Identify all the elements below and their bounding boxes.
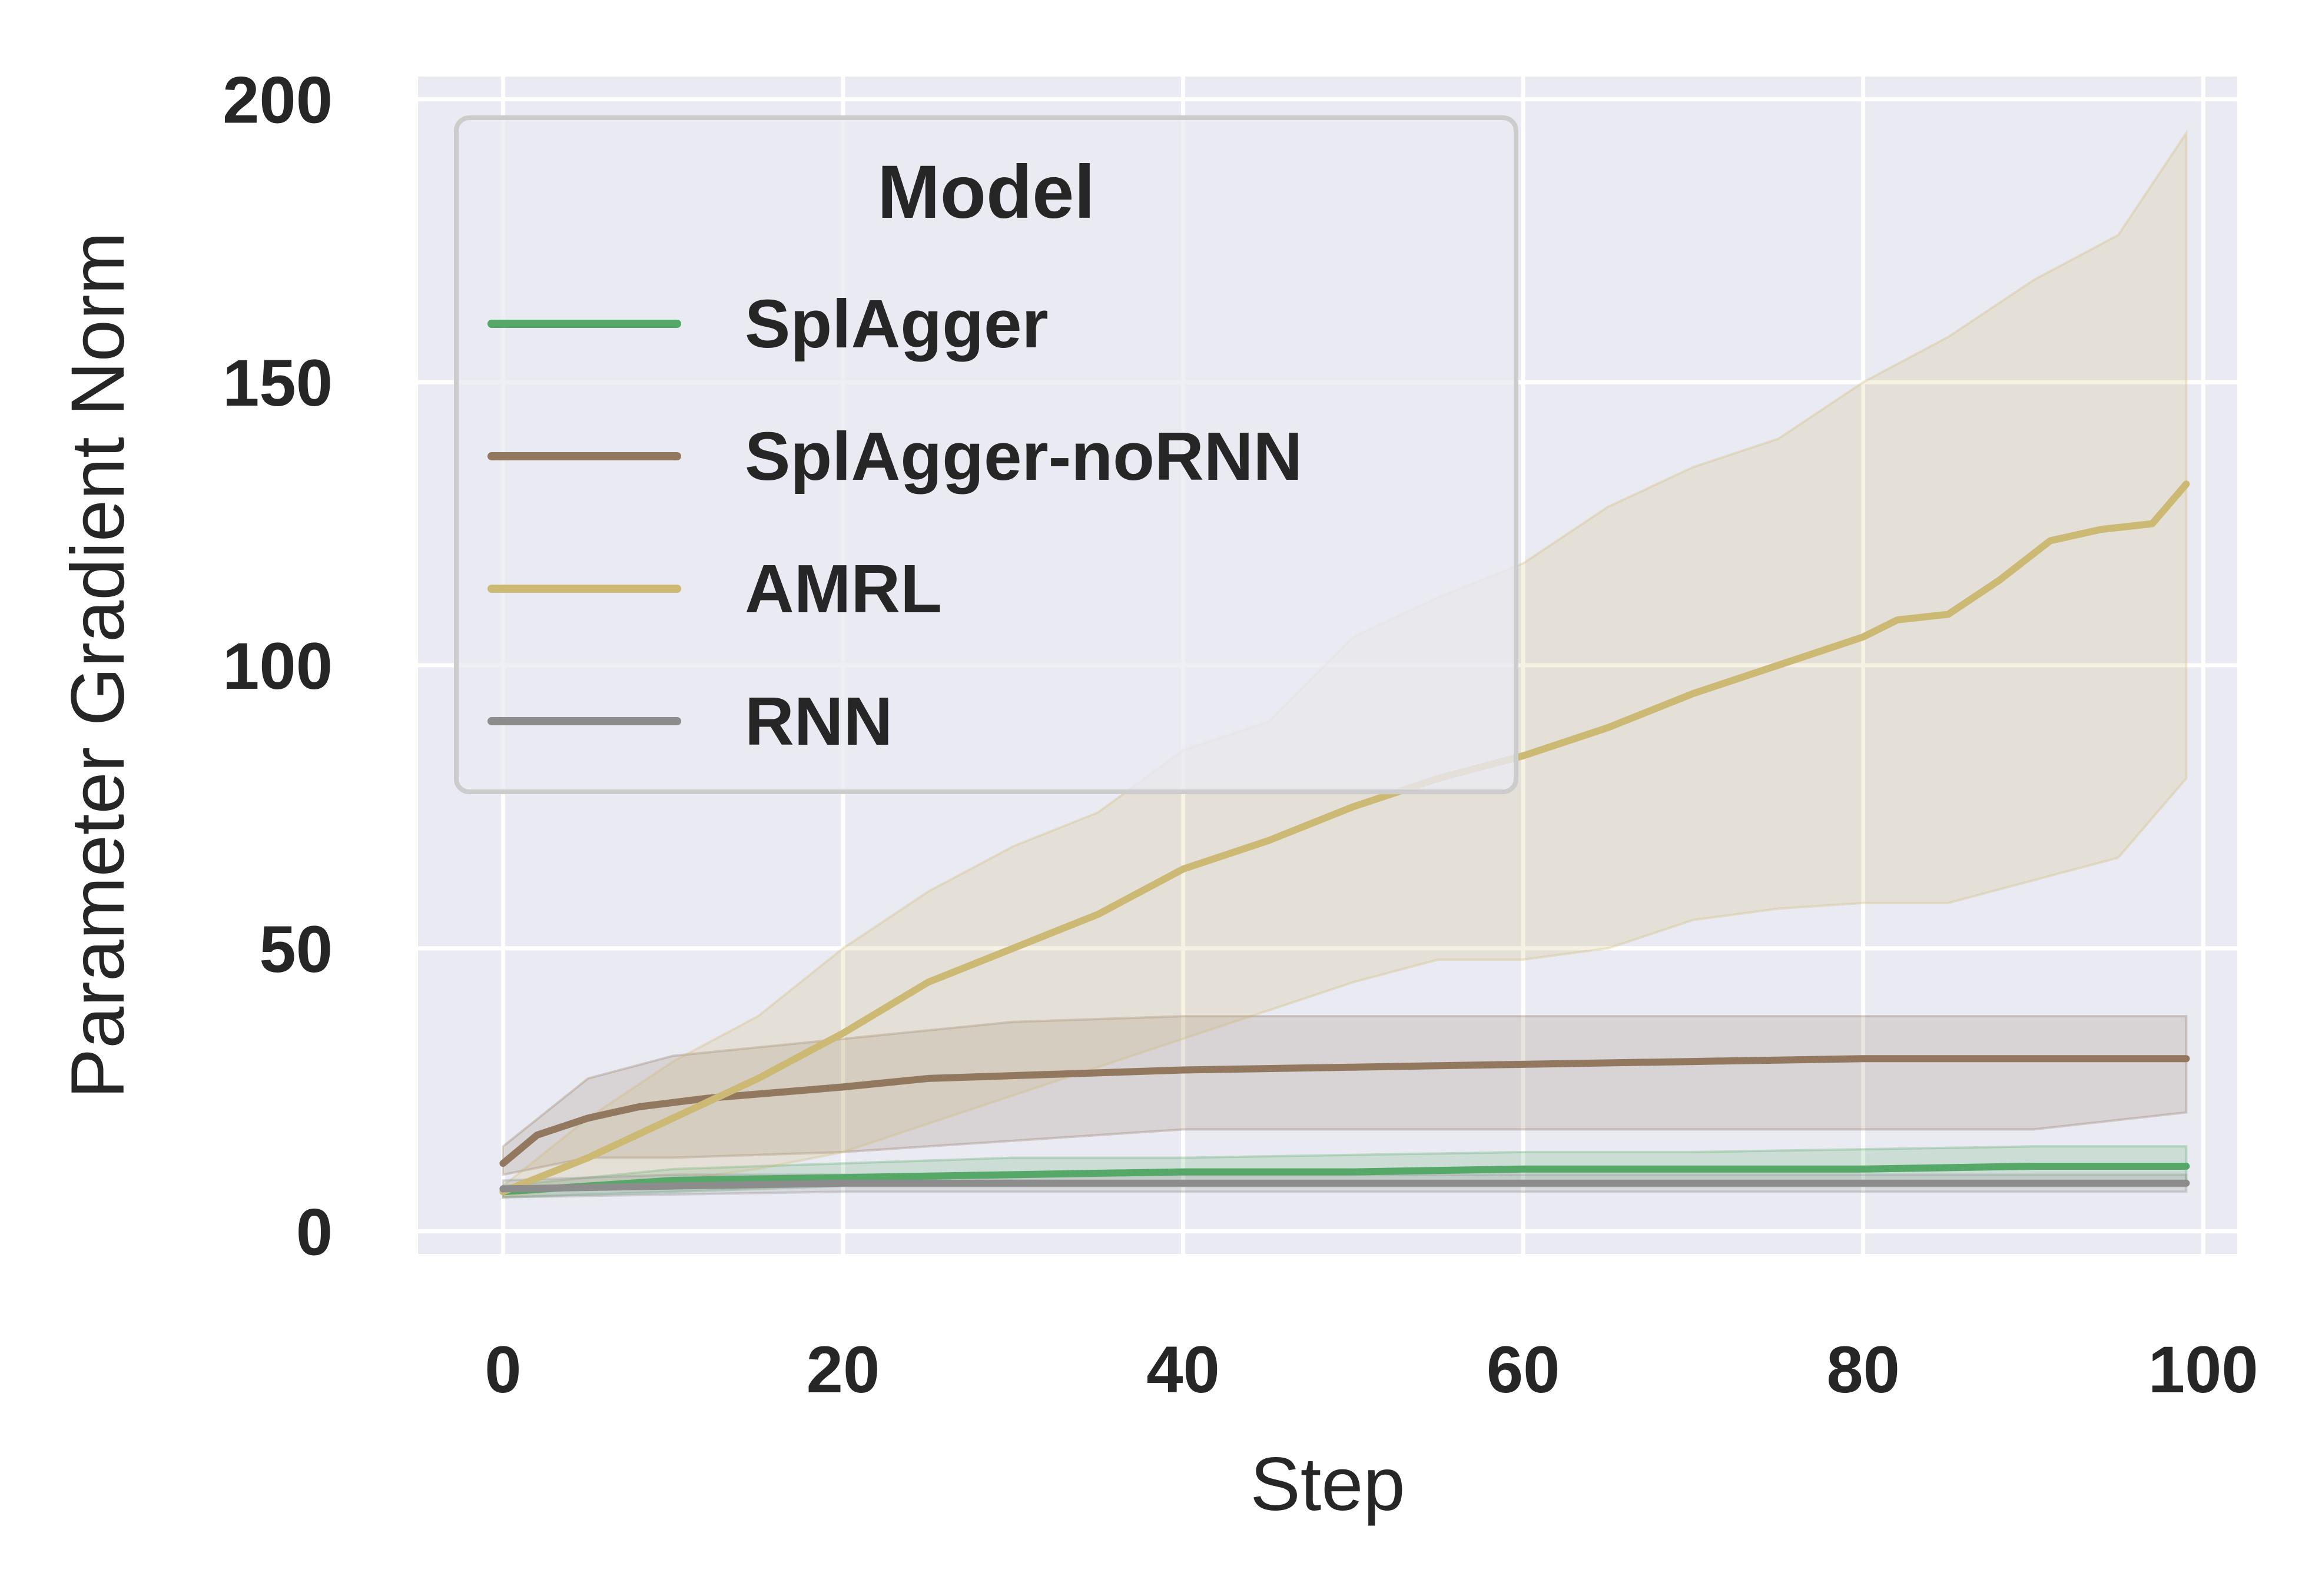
- y-tick-label: 150: [223, 346, 333, 420]
- y-axis-title: Parameter Gradient Norm: [56, 232, 140, 1099]
- legend-label: AMRL: [745, 550, 942, 627]
- legend-title: Model: [877, 150, 1095, 234]
- legend-box: [454, 115, 1518, 794]
- x-axis-title: Step: [1250, 1442, 1405, 1527]
- y-tick-labels: 0 50 100 150 200: [223, 63, 333, 1269]
- x-tick-label: 20: [807, 1333, 880, 1406]
- legend: Model SplAgger SplAgger-noRNN AMRL RNN: [454, 115, 1518, 794]
- x-tick-label: 60: [1487, 1333, 1560, 1406]
- series-line: [499, 1162, 2190, 1196]
- y-tick-label: 0: [296, 1196, 333, 1269]
- legend-label: SplAgger: [745, 286, 1049, 362]
- legend-label: RNN: [745, 683, 893, 759]
- x-tick-label: 100: [2148, 1333, 2258, 1406]
- x-tick-label: 80: [1826, 1333, 1900, 1406]
- series-line: [499, 1179, 2190, 1193]
- confidence-band: [502, 1015, 2188, 1176]
- x-tick-labels: 0 20 40 60 80 100: [485, 1333, 2258, 1406]
- x-tick-label: 40: [1146, 1333, 1220, 1406]
- x-tick-label: 0: [485, 1333, 521, 1406]
- legend-items: SplAgger SplAgger-noRNN AMRL RNN: [487, 286, 1302, 759]
- series-line: [499, 1055, 2190, 1167]
- legend-label: SplAgger-noRNN: [745, 418, 1302, 495]
- y-tick-label: 50: [259, 913, 333, 986]
- y-tick-label: 100: [223, 629, 333, 703]
- y-tick-label: 200: [223, 63, 333, 137]
